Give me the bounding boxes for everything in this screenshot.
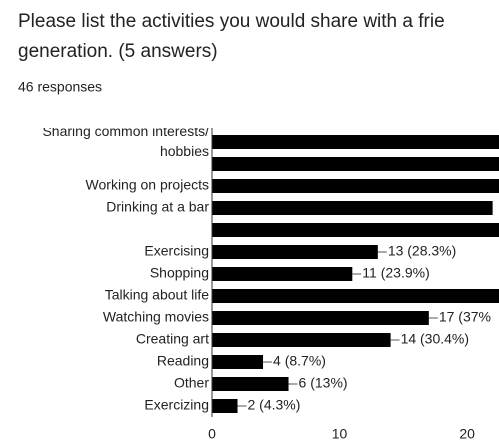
- category-label: Creating art: [136, 331, 209, 347]
- bar: [212, 333, 391, 347]
- category-label: Reading: [157, 353, 209, 369]
- category-label: Exercizing: [144, 397, 209, 413]
- bar: [212, 377, 289, 391]
- bar: [212, 201, 493, 215]
- category-label: Drinking at a bar: [106, 199, 209, 215]
- category-label: Other: [174, 375, 209, 391]
- bar: [212, 267, 353, 281]
- bar: [212, 179, 499, 193]
- x-tick-label: 0: [208, 426, 216, 442]
- question-title: Please list the activities you would sha…: [18, 11, 445, 32]
- x-tick-label: 10: [332, 426, 348, 442]
- bar: [212, 311, 429, 325]
- category-label: Shopping: [150, 265, 209, 281]
- value-label: 6 (13%): [299, 375, 348, 391]
- category-label: Talking about life: [105, 287, 210, 303]
- bar: [212, 135, 499, 149]
- value-label: 11 (23.9%): [362, 265, 429, 281]
- value-label: 2 (4.3%): [248, 397, 301, 413]
- bar: [212, 157, 499, 171]
- category-label: Sharing common interests/hobbies: [42, 123, 209, 159]
- value-label: 4 (8.7%): [273, 353, 326, 369]
- bar: [212, 245, 378, 259]
- bar: [212, 289, 499, 303]
- category-label: Working on projects: [86, 177, 209, 193]
- bar: [212, 355, 264, 369]
- category-label: Watching movies: [103, 309, 209, 325]
- value-label: 17 (37%: [439, 309, 491, 325]
- value-label: 13 (28.3%): [388, 243, 456, 259]
- response-count: 46 responses: [18, 79, 102, 95]
- bar: [212, 223, 499, 237]
- value-label: 14 (30.4%): [401, 331, 469, 347]
- category-label: Exercising: [144, 243, 209, 259]
- bar: [212, 399, 238, 413]
- x-tick-label: 20: [459, 426, 475, 442]
- chart: Sharing common interests/hobbies Working …: [42, 123, 499, 417]
- question-title: generation. (5 answers): [18, 41, 218, 62]
